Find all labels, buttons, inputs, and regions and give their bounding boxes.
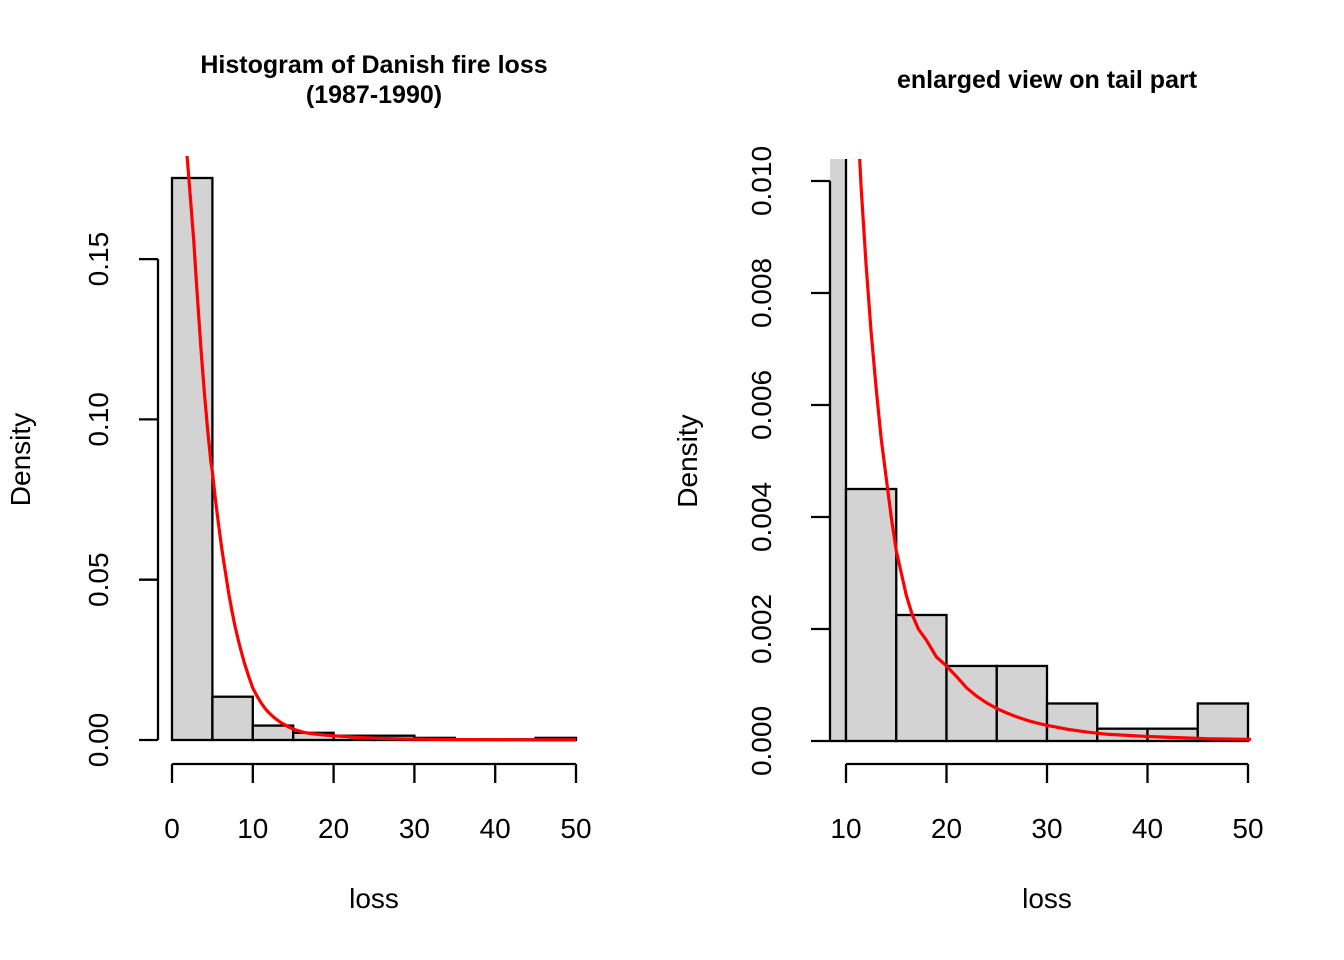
x-tick-label: 50	[560, 813, 591, 844]
y-axis-title: Density	[5, 413, 36, 506]
histogram-bar	[170, 176, 214, 742]
x-tick-label: 30	[1031, 813, 1062, 844]
histogram-bar	[844, 487, 898, 743]
panel-title: enlarged view on tail part	[897, 66, 1198, 94]
histogram-bar	[995, 664, 1049, 743]
x-axis-title: loss	[1022, 883, 1072, 914]
y-tick-label: 0.05	[83, 552, 114, 607]
y-tick-label: 0.000	[746, 706, 777, 776]
panel-title: Histogram of Danish fire loss	[200, 51, 547, 79]
y-tick-label: 0.002	[746, 594, 777, 664]
y-axis: 0.00 0.05 0.10 0.15 Density	[5, 232, 160, 768]
x-axis: 10 20 30 40 50 loss	[830, 762, 1264, 914]
x-axis-title: loss	[349, 883, 399, 914]
y-tick-label: 0.004	[746, 482, 777, 552]
x-tick-label: 10	[830, 813, 861, 844]
y-tick-label: 0.008	[746, 258, 777, 328]
histogram-bar	[1196, 702, 1250, 743]
panel-histogram: 0 10 20 30 40 50 loss 0.00 0.05 0.10 0.15 Density Hi…	[5, 51, 592, 914]
fitted-density-curve	[185, 156, 577, 742]
histogram-bar	[211, 695, 254, 742]
histogram-bars	[170, 176, 578, 742]
histogram-bar	[1045, 702, 1099, 743]
y-tick-label: 0.00	[83, 713, 114, 768]
y-tick-label: 0.006	[746, 370, 777, 440]
fitted-density-curve	[858, 159, 1252, 741]
x-tick-label: 40	[480, 813, 511, 844]
x-tick-label: 0	[164, 813, 180, 844]
histogram-bars	[830, 159, 1250, 743]
y-tick-label: 0.15	[83, 232, 114, 287]
y-tick-label: 0.010	[746, 146, 777, 216]
x-tick-label: 20	[318, 813, 349, 844]
y-axis-title: Density	[672, 414, 703, 507]
y-tick-label: 0.10	[83, 392, 114, 447]
x-tick-label: 50	[1232, 813, 1263, 844]
panel-title: (1987-1990)	[306, 81, 442, 109]
x-tick-label: 40	[1132, 813, 1163, 844]
x-tick-label: 10	[237, 813, 268, 844]
y-axis: 0.000 0.002 0.004 0.006 0.008 0.010 Density	[672, 146, 832, 776]
histogram-bar	[830, 159, 848, 743]
x-axis: 0 10 20 30 40 50 loss	[164, 762, 592, 914]
x-tick-label: 20	[931, 813, 962, 844]
panel-tail-view: 10 20 30 40 50loss0.0000.0020.0040.0060.0080…	[672, 66, 1264, 914]
x-tick-label: 30	[399, 813, 430, 844]
